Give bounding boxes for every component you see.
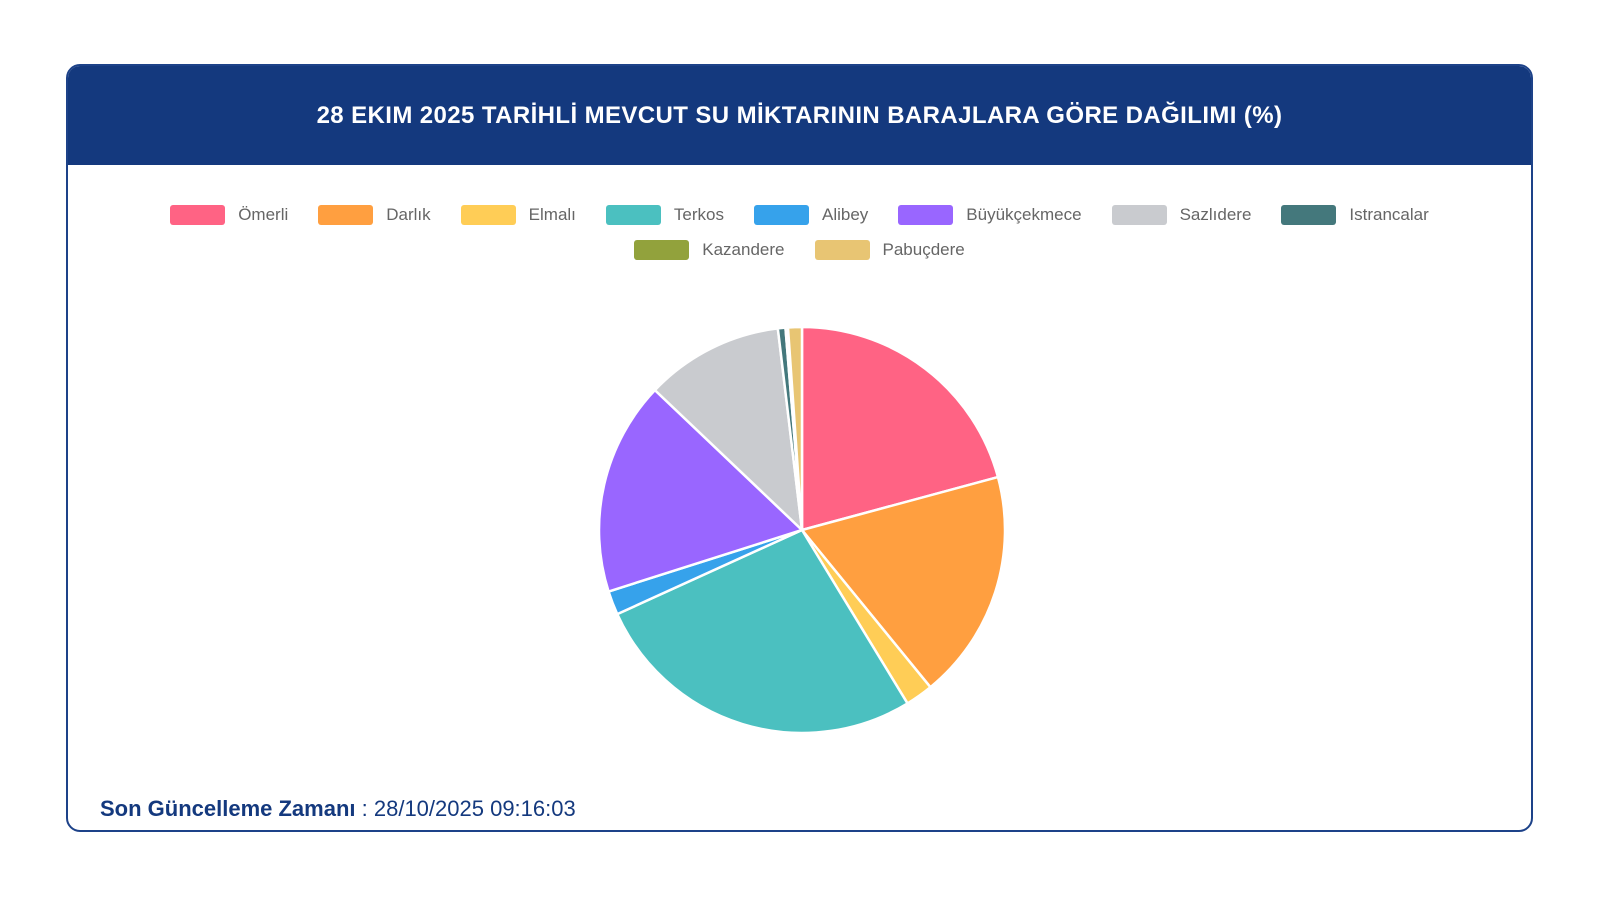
legend-label: Terkos [673,205,724,224]
legend-label: Alibey [821,205,869,224]
legend-swatch-icon [460,205,516,225]
legend-item-alibey[interactable]: Alibey [753,205,869,225]
legend-item-istrancalar[interactable]: Istrancalar [1281,205,1429,225]
legend-label: Büyükçekmece [966,205,1082,224]
pie-slice-buyukcekmece[interactable] [597,388,804,593]
legend-label: Ömerli [238,205,289,224]
pie-slice-darlik[interactable] [800,475,1007,689]
legend-swatch-icon [753,205,809,225]
pie-chart [597,325,1007,735]
legend-item-omerli[interactable]: Ömerli [170,205,288,225]
legend-label: Elmalı [528,205,576,224]
last-update-label: Son Güncelleme Zamanı [100,796,356,821]
legend-item-buyukcekmece[interactable]: Büyükçekmece [898,205,1082,225]
legend-label: Istrancalar [1349,205,1429,224]
legend-swatch-icon [634,240,690,260]
legend-label: Darlık [386,205,431,224]
legend-swatch-icon [318,205,374,225]
legend-swatch-icon [814,240,870,260]
chart-area: Ömerli Darlık Elmalı Terkos Alibey Büyükçekme… [68,205,1531,830]
pie-slice-sazlidere[interactable] [653,327,804,532]
legend-swatch-icon [1281,205,1337,225]
last-update-value: 28/10/2025 09:16:03 [373,796,576,821]
last-update-separator: : [355,796,374,821]
legend-row: Ömerli Darlık Elmalı Terkos Alibey Büyükçekme… [68,205,1531,225]
legend-item-elmali[interactable]: Elmalı [460,205,576,225]
legend-item-terkos[interactable]: Terkos [605,205,724,225]
legend-label: Pabuçdere [882,240,965,259]
legend-swatch-icon [898,205,954,225]
legend-swatch-icon [1111,205,1167,225]
pie-slice-omerli[interactable] [800,325,1000,532]
chart-card: 28 EKIM 2025 TARİHLİ MEVCUT SU MİKTARINI… [66,64,1533,832]
page-title: 28 EKIM 2025 TARİHLİ MEVCUT SU MİKTARINI… [316,101,1283,129]
pie-slice-terkos[interactable] [616,528,909,735]
legend-label: Kazandere [702,240,785,259]
legend-row: Kazandere Pabuçdere [68,240,1531,260]
legend-item-kazandere[interactable]: Kazandere [634,240,785,260]
legend-label: Sazlıdere [1179,205,1252,224]
card-header: 28 EKIM 2025 TARİHLİ MEVCUT SU MİKTARINI… [68,66,1531,165]
legend-swatch-icon [170,205,226,225]
last-update-status: Son Güncelleme Zamanı : 28/10/2025 09:16… [100,796,576,822]
legend-swatch-icon [605,205,661,225]
legend-item-darlik[interactable]: Darlık [318,205,431,225]
pie-slice-pabucdere[interactable] [786,325,804,532]
legend: Ömerli Darlık Elmalı Terkos Alibey Büyükçekme… [68,205,1531,260]
legend-item-sazlidere[interactable]: Sazlıdere [1111,205,1252,225]
pie-chart-container [590,318,1014,742]
legend-item-pabucdere[interactable]: Pabuçdere [814,240,965,260]
